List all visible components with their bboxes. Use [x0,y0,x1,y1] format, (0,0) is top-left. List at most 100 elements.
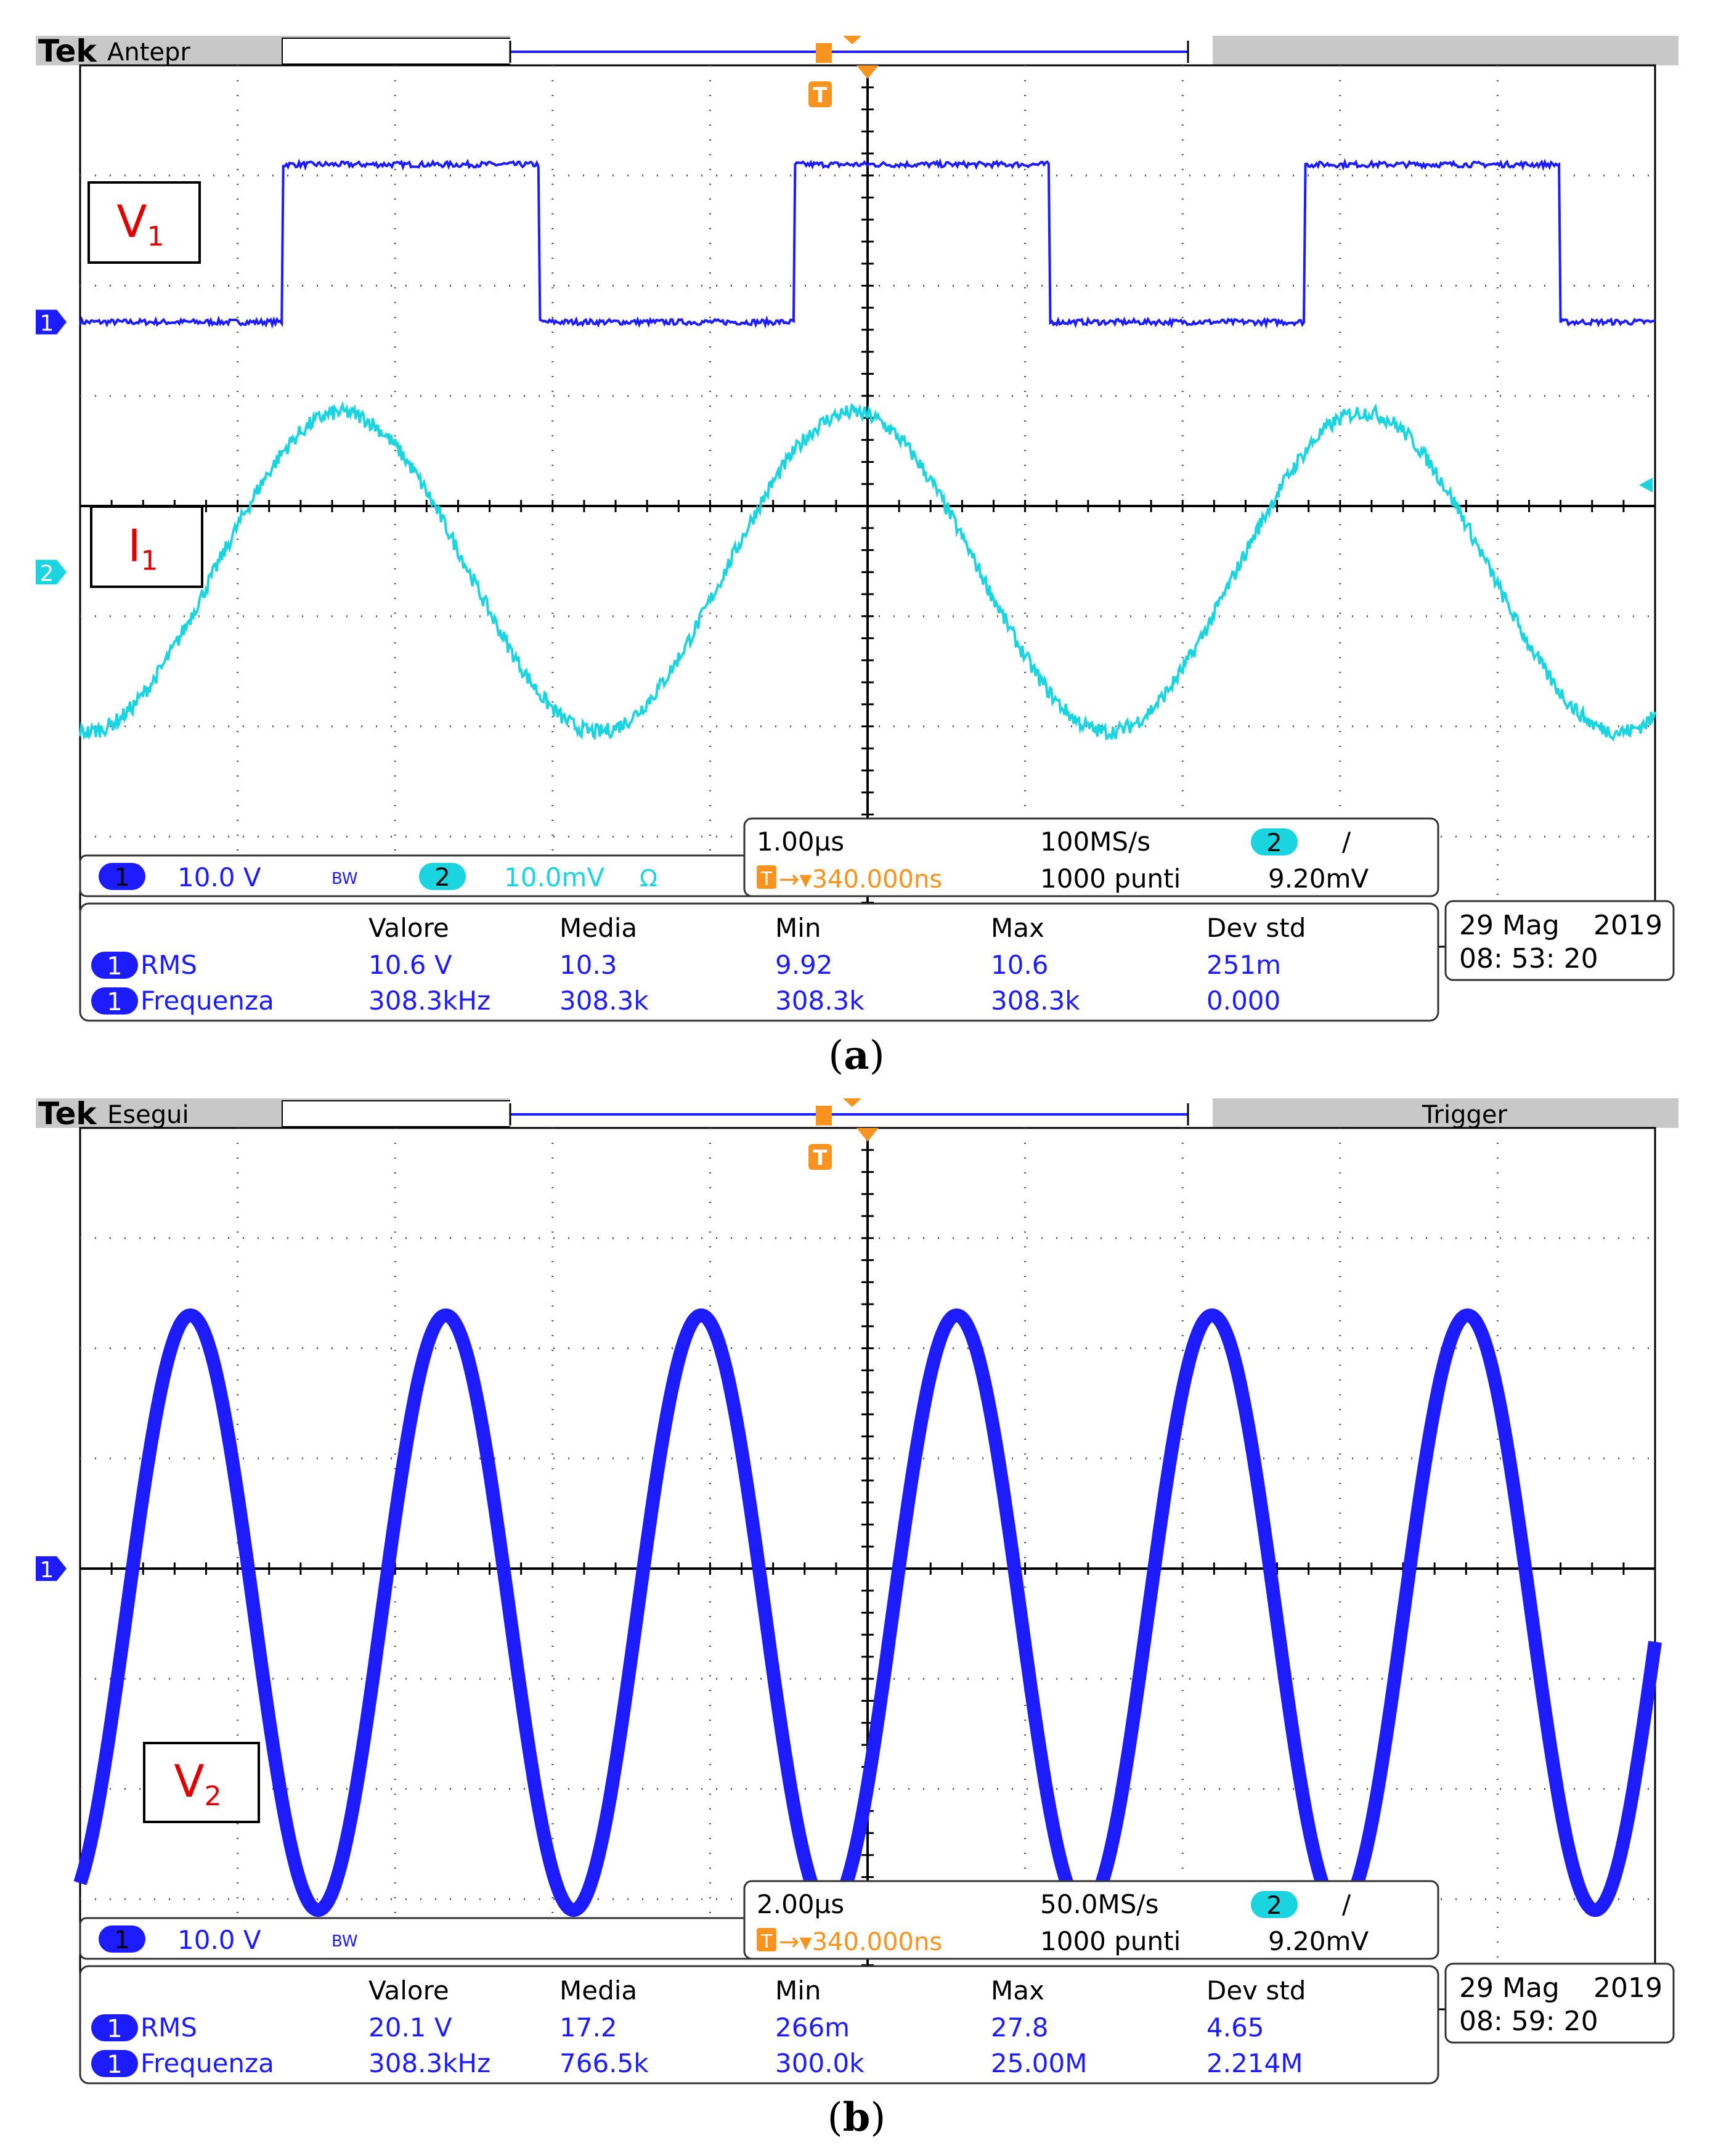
ch1-marker-number: 1 [40,311,54,336]
trigger-offset-glyph: T [760,1931,773,1953]
header-bar: Tek Antepr [36,33,1678,69]
ch2-marker-number: 2 [40,561,54,586]
trigger-offset: →▾340.000ns [779,1928,942,1956]
measurement-channel-badge: 1 [91,987,138,1016]
trigger-source-badge-number: 2 [1266,829,1282,857]
record-position-marker [843,1098,861,1107]
caption-a: (a) [828,1032,885,1079]
measurement-value: 766.5k [559,2048,649,2078]
measurement-header: Valore [368,1975,449,2006]
ch1-badge: 1 [99,1925,145,1954]
measurement-value: 20.1 V [368,2012,452,2043]
measurement-header: Dev std [1206,913,1306,943]
trigger-slope-icon: / [1342,827,1351,857]
ch1-marker-number: 1 [40,1558,54,1583]
measurement-value: 17.2 [559,2012,617,2043]
ch2-unit: Ω [640,865,657,892]
measurement-name: Frequenza [140,2048,274,2078]
oscilloscope-screen: Tek Esegui Trigger T 1 V2 1 10.0 V BW 2.00µs 50.0M… [36,1096,1678,2085]
measurement-value: 10.6 [991,950,1049,980]
date: 29 Mag [1459,1972,1560,2004]
oscilloscope-panel-a: Tek Antepr T 1 2 V1 I1 1 10.0 V BW 2 10.0mV Ω 1.00µs 1… [36,33,1678,1022]
time: 08: 59: 20 [1459,2006,1598,2037]
trigger-glyph: T [813,1146,828,1170]
ch1-badge-number: 1 [114,864,129,892]
measurement-value: 308.3k [775,986,865,1016]
sample-rate: 50.0MS/s [1040,1889,1158,1919]
status-area: 1 10.0 V BW 2.00µs 50.0MS/s 2 / T →▾340.000ns 100… [79,1880,1675,2085]
measurement-value: 308.3kHz [368,2048,490,2078]
trigger-slope-icon: / [1342,1889,1351,1919]
ch1-badge: 1 [99,863,145,892]
record-position-marker [843,36,861,44]
trace-i1 [79,401,1656,742]
ch1-scale: 10.0 V [177,1925,261,1955]
label-v2: V2 [143,1742,260,1823]
acquisition-mode: Esegui [107,1101,189,1129]
ch2-badge: 2 [419,863,466,892]
ch1-marker: 1 [36,309,67,336]
measurement-value: 10.3 [559,950,617,980]
trigger-source-badge: 2 [1251,828,1298,857]
graticule [79,1127,1656,2011]
measurement-name: RMS [140,950,197,980]
time: 08: 53: 20 [1459,943,1598,974]
trigger-glyph: T [813,83,828,108]
ch2-offset-arrow-icon [1639,478,1653,492]
measurement-header: Media [559,1975,637,2006]
brand-logo: Tek [38,1098,97,1132]
record-length: 1000 punti [1040,864,1181,894]
measurement-value: 308.3k [991,986,1080,1016]
record-trigger-marker [816,43,832,63]
trigger-position-icon: T [808,65,879,108]
measurement-value: 308.3kHz [368,986,490,1016]
measurement-header: Max [991,1975,1044,2006]
year: 2019 [1593,910,1662,941]
ch1-marker: 1 [36,1556,67,1583]
measurement-header: Valore [368,913,449,943]
measurement-name: Frequenza [140,986,274,1016]
measurement-value: 25.00M [991,2048,1087,2078]
trigger-position-icon: T [808,1128,879,1170]
ch1-scale: 10.0 V [177,862,261,892]
measurement-channel-badge-number: 1 [107,2015,122,2043]
measurement-header: Min [775,913,821,943]
trigger-level: 9.20mV [1268,1926,1369,1956]
record-length: 1000 punti [1040,1926,1181,1956]
measurement-channel-badge-number: 1 [107,2051,122,2079]
time-per-div: 1.00µs [757,827,844,857]
measurement-value: 0.000 [1206,986,1280,1016]
caption-b: (b) [827,2094,886,2141]
oscilloscope-panel-b: Tek Esegui Trigger T 1 V2 1 10.0 V BW 2.00µs 50.0M… [36,1096,1678,2085]
label-v1: V1 [87,181,201,264]
measurement-table [79,902,1439,1022]
measurement-channel-badge-number: 1 [107,952,122,981]
trigger-offset-icon [757,1928,776,1951]
trace-v2 [73,1308,1662,1917]
label-i1: I1 [90,505,203,588]
year: 2019 [1593,1972,1662,2004]
measurement-value: 9.92 [775,950,833,980]
acquisition-mode: Antepr [107,38,190,67]
svg-text:V1: V1 [116,195,164,252]
svg-text:V2: V2 [174,1755,221,1812]
trigger-source-badge: 2 [1251,1891,1298,1920]
ch2-badge-number: 2 [434,864,450,892]
time-per-div: 2.00µs [757,1889,844,1919]
brand-logo: Tek [38,36,97,69]
measurement-value: 300.0k [775,2048,865,2078]
measurement-channel-badge: 1 [91,2050,138,2079]
trigger-level: 9.20mV [1268,864,1369,894]
trigger-status: Trigger [1422,1101,1508,1129]
measurement-header: Min [775,1975,821,2006]
ch2-scale: 10.0mV [504,862,604,892]
bandwidth-limit: BW [332,1932,358,1951]
measurement-value: 27.8 [991,2012,1049,2043]
trigger-offset: →▾340.000ns [779,865,942,894]
trigger-offset-icon [757,865,776,889]
measurement-value: 251m [1206,950,1281,980]
trace-v1 [79,158,1656,329]
trigger-offset-glyph: T [760,868,773,890]
svg-text:I1: I1 [128,520,158,576]
